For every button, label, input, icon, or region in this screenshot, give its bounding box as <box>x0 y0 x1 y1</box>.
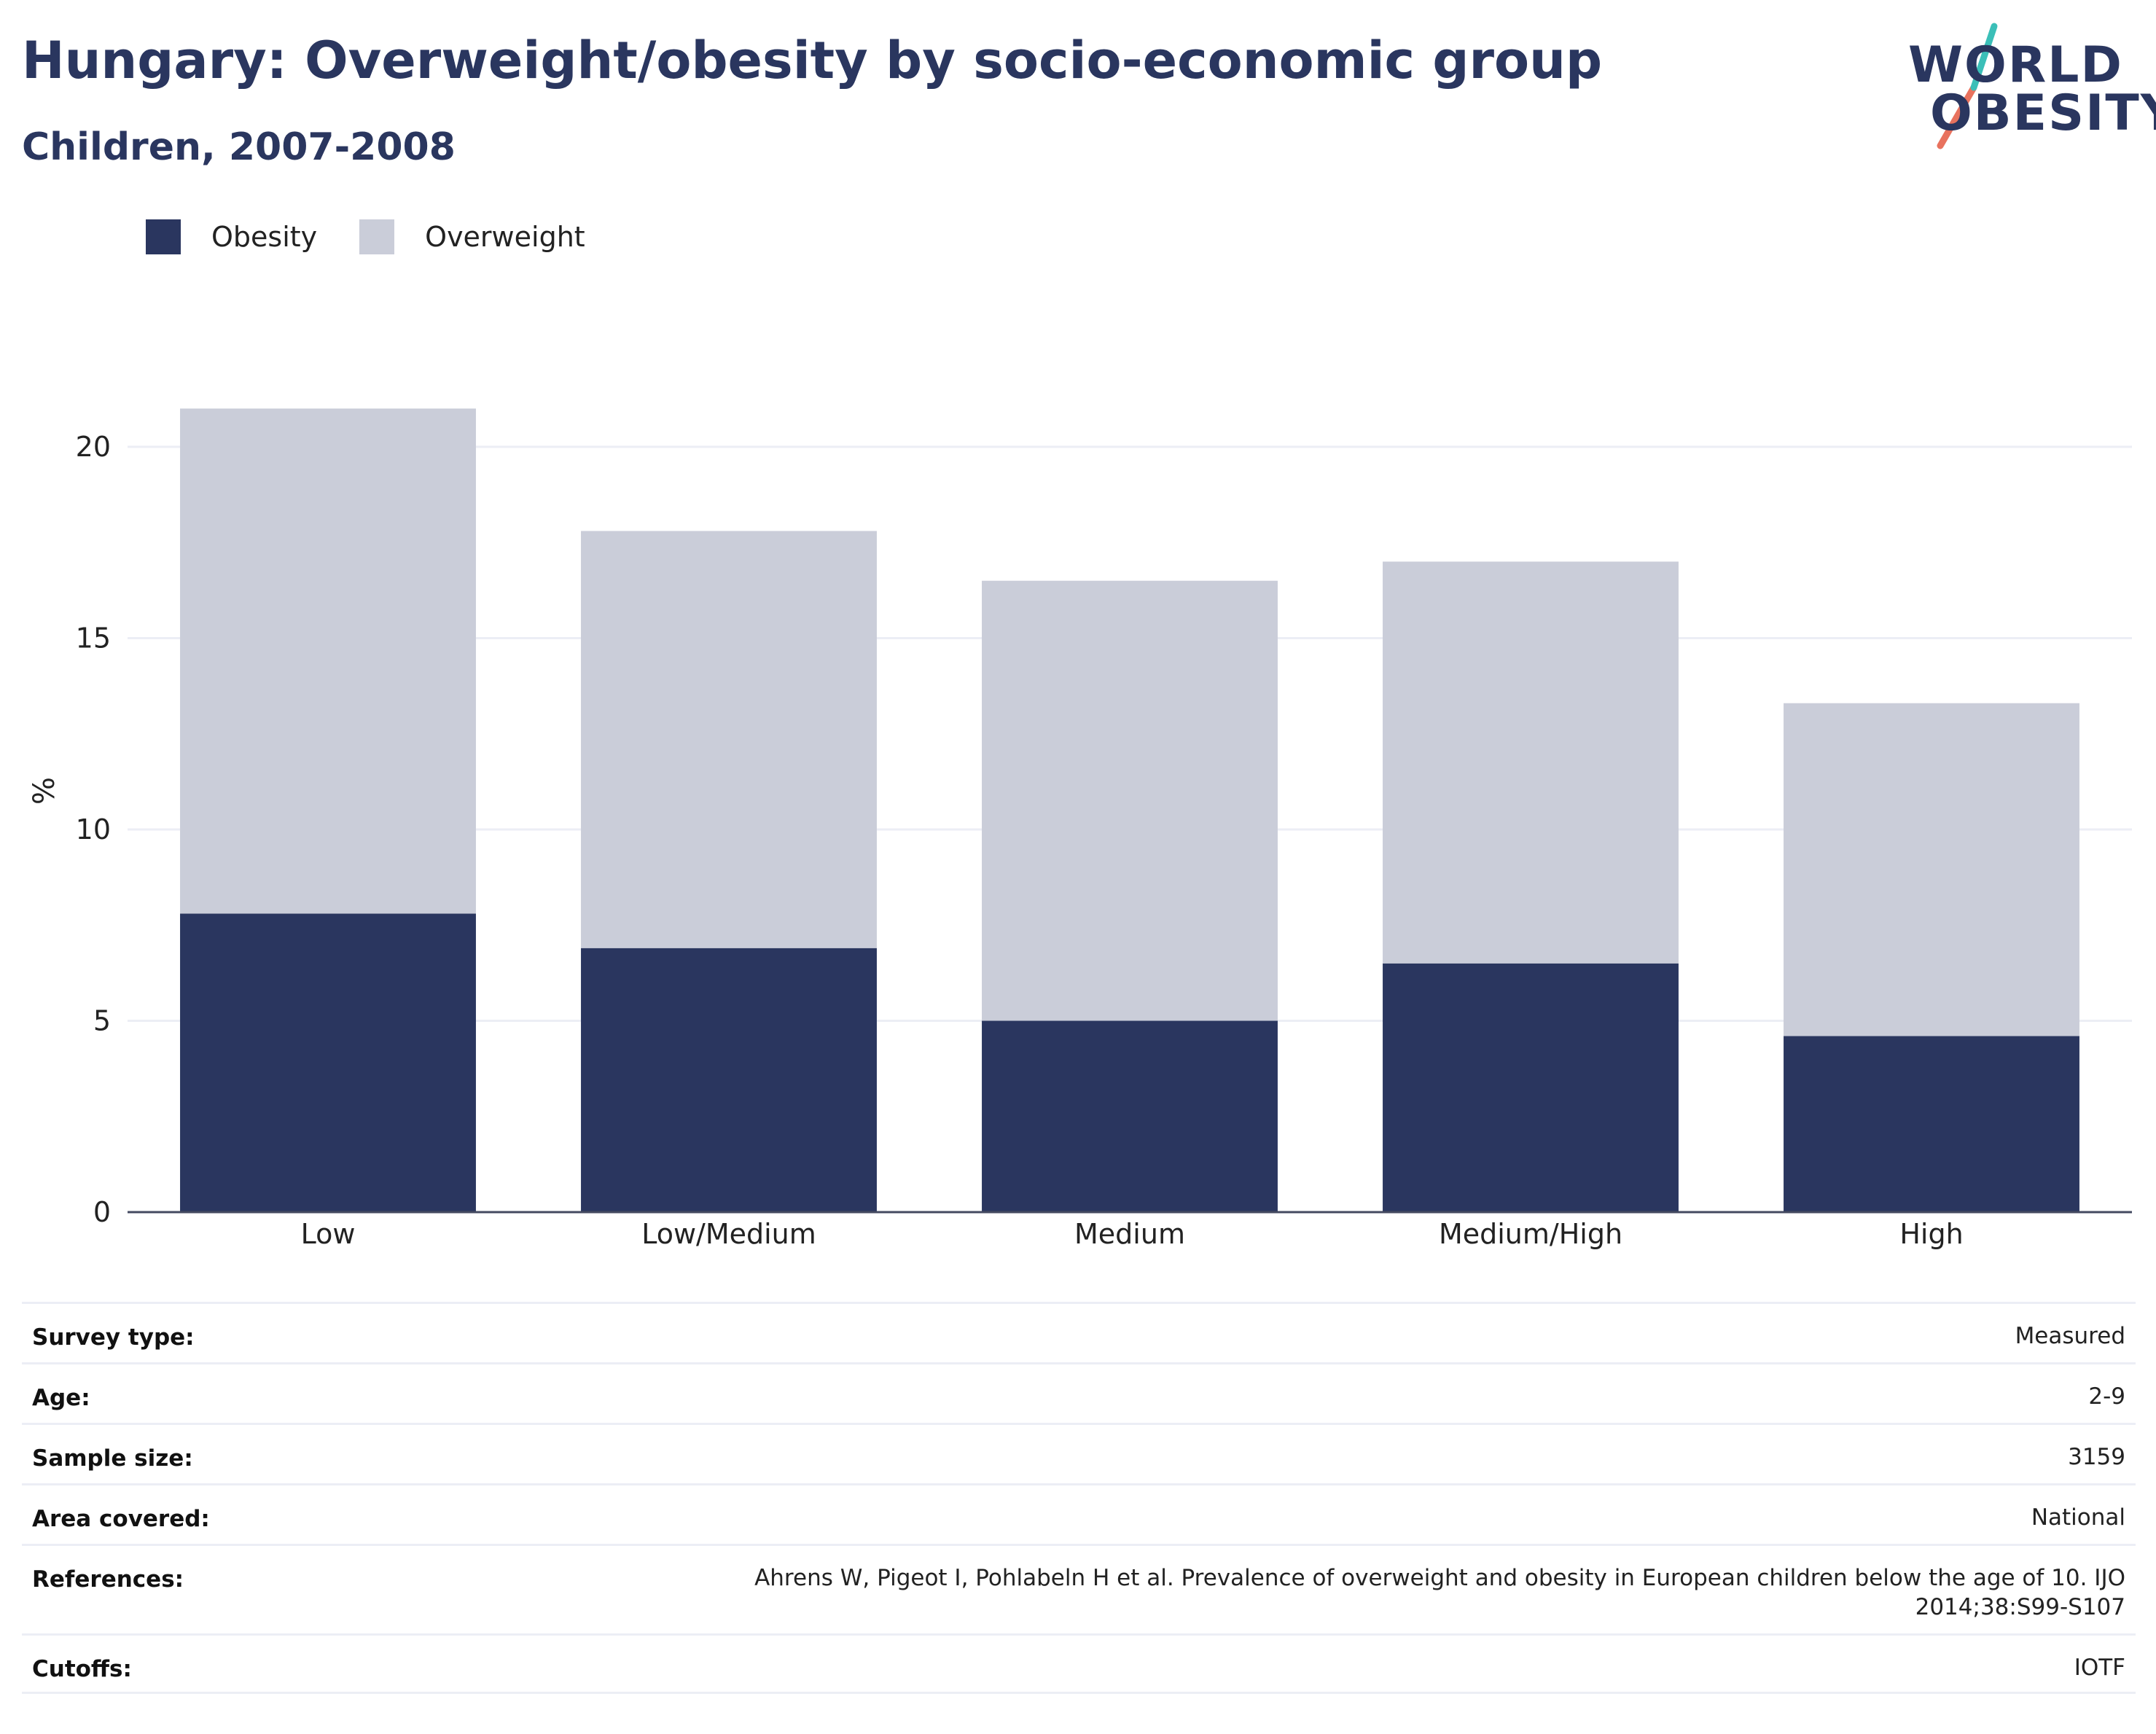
meta-value: 3159 <box>2068 1444 2125 1470</box>
bar-obesity-low-medium <box>581 948 877 1212</box>
survey-metadata-table: Survey type: Measured Age: 2-9 Sample size: 3… <box>22 1302 2136 1694</box>
meta-row-sample-size: Sample size: 3159 <box>22 1423 2136 1483</box>
x-tick-label-low: Low <box>301 1218 356 1250</box>
x-tick-label-medium: Medium <box>1074 1218 1185 1250</box>
world-obesity-logo: WORLD OBESITY <box>1895 20 2156 152</box>
y-tick-label-15: 15 <box>76 622 111 655</box>
bar-obesity-high <box>1784 1036 2079 1212</box>
bar-overweight-medium <box>982 580 1278 1021</box>
logo-slash-icon <box>1937 23 1998 149</box>
bar-overweight-low-medium <box>581 531 877 948</box>
meta-value: Measured <box>2015 1323 2125 1349</box>
legend-label-overweight: Overweight <box>425 221 585 253</box>
x-tick-label-low-medium: Low/Medium <box>641 1218 816 1250</box>
x-tick-label-high: High <box>1899 1218 1963 1250</box>
chart-subtitle: Children, 2007-2008 <box>22 125 456 169</box>
chart-legend: Obesity Overweight <box>146 219 628 255</box>
meta-row-cutoffs: Cutoffs: IOTF <box>22 1633 2136 1694</box>
meta-row-references: References: Ahrens W, Pigeot I, Pohlabeln… <box>22 1544 2136 1633</box>
meta-value: Ahrens W, Pigeot I, Pohlabeln H et al. P… <box>754 1565 2125 1620</box>
x-tick-label-medium-high: Medium/High <box>1439 1218 1622 1250</box>
meta-row-survey-type: Survey type: Measured <box>22 1302 2136 1362</box>
logo-word-world: WORLD <box>1908 36 2123 94</box>
meta-row-age: Age: 2-9 <box>22 1362 2136 1423</box>
y-tick-label-20: 20 <box>76 431 111 463</box>
bar-obesity-low <box>180 913 476 1212</box>
meta-key: Cutoffs: <box>32 1656 132 1682</box>
bar-obesity-medium <box>982 1020 1278 1212</box>
legend-item-overweight[interactable]: Overweight <box>359 219 585 254</box>
logo-slash-teal <box>1970 23 1998 91</box>
legend-swatch-overweight <box>359 219 395 254</box>
y-tick-label-10: 10 <box>76 813 111 845</box>
bar-overweight-low <box>180 408 476 914</box>
logo-word-obesity: OBESITY <box>1930 85 2156 142</box>
legend-label-obesity: Obesity <box>211 221 318 253</box>
bar-overweight-high <box>1784 703 2079 1036</box>
meta-value: 2-9 <box>2088 1383 2125 1410</box>
meta-value: National <box>2031 1504 2125 1531</box>
y-axis-title: % <box>28 777 61 805</box>
chart-title: Hungary: Overweight/obesity by socio-eco… <box>22 31 1603 90</box>
bar-overweight-medium-high <box>1383 561 1679 964</box>
bar-obesity-medium-high <box>1383 963 1679 1212</box>
meta-key: Sample size: <box>32 1445 193 1472</box>
y-tick-label-5: 5 <box>93 1005 111 1037</box>
stacked-bar-chart: 0 5 10 15 20% Low Low/Medium Medium Medium/High H… <box>28 408 2132 1250</box>
meta-value: IOTF <box>2074 1655 2125 1681</box>
legend-item-obesity[interactable]: Obesity <box>146 219 317 254</box>
meta-key: References: <box>32 1566 184 1593</box>
meta-key: Age: <box>32 1385 90 1411</box>
meta-row-area-covered: Area covered: National <box>22 1483 2136 1544</box>
legend-swatch-obesity <box>146 219 181 254</box>
logo-slash-coral <box>1937 84 1977 149</box>
y-tick-label-0: 0 <box>93 1196 111 1228</box>
meta-key: Area covered: <box>32 1506 210 1532</box>
meta-key: Survey type: <box>32 1324 195 1351</box>
